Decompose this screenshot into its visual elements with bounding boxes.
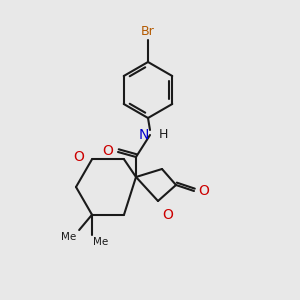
Text: Me: Me: [61, 232, 76, 242]
Text: O: O: [73, 150, 84, 164]
Text: O: O: [102, 144, 113, 158]
Text: N: N: [139, 128, 149, 142]
Text: O: O: [162, 208, 173, 222]
Text: Me: Me: [93, 237, 108, 247]
Text: H: H: [159, 128, 168, 142]
Text: Br: Br: [141, 25, 155, 38]
Text: O: O: [198, 184, 209, 198]
